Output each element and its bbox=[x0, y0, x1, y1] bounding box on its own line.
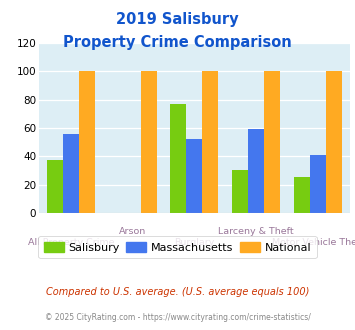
Bar bbox=[202, 71, 218, 213]
Text: Arson: Arson bbox=[119, 227, 146, 236]
Text: © 2025 CityRating.com - https://www.cityrating.com/crime-statistics/: © 2025 CityRating.com - https://www.city… bbox=[45, 313, 310, 322]
Text: Motor Vehicle Theft: Motor Vehicle Theft bbox=[272, 238, 355, 248]
Text: All Property Crime: All Property Crime bbox=[28, 238, 114, 248]
Text: Larceny & Theft: Larceny & Theft bbox=[218, 227, 294, 236]
Legend: Salisbury, Massachusetts, National: Salisbury, Massachusetts, National bbox=[38, 236, 317, 258]
Text: Compared to U.S. average. (U.S. average equals 100): Compared to U.S. average. (U.S. average … bbox=[46, 287, 309, 297]
Bar bbox=[232, 170, 248, 213]
Bar bbox=[310, 155, 326, 213]
Text: 2019 Salisbury: 2019 Salisbury bbox=[116, 12, 239, 26]
Bar bbox=[294, 178, 310, 213]
Bar bbox=[186, 139, 202, 213]
Bar bbox=[47, 160, 63, 213]
Text: Property Crime Comparison: Property Crime Comparison bbox=[63, 35, 292, 50]
Bar bbox=[326, 71, 342, 213]
Bar bbox=[170, 104, 186, 213]
Bar bbox=[248, 129, 264, 213]
Bar bbox=[79, 71, 95, 213]
Text: Burglary: Burglary bbox=[174, 238, 214, 248]
Bar bbox=[264, 71, 280, 213]
Bar bbox=[141, 71, 157, 213]
Bar bbox=[63, 134, 79, 213]
